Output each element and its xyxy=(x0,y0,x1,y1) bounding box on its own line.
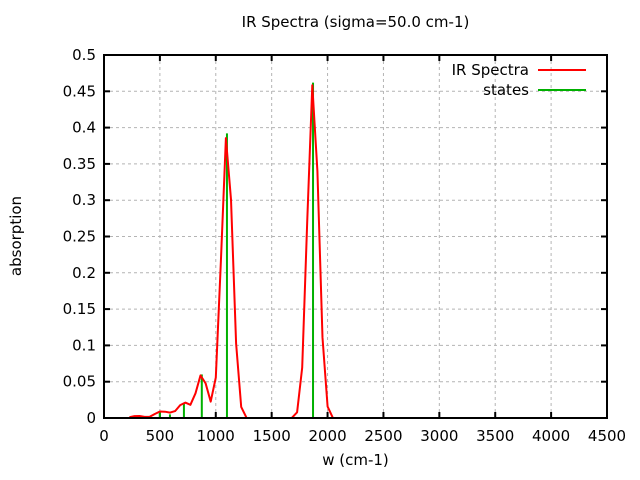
x-tick-label: 0 xyxy=(99,427,109,445)
y-tick-label: 0.1 xyxy=(72,336,96,354)
x-tick-label: 4000 xyxy=(532,427,570,445)
legend-entry-states: states xyxy=(483,80,586,100)
x-tick-label: 1000 xyxy=(197,427,235,445)
plot-border xyxy=(103,54,608,419)
legend-line-sample-green xyxy=(538,89,586,91)
x-tick-label: 1500 xyxy=(253,427,291,445)
x-tick-label: 500 xyxy=(146,427,175,445)
y-tick-label: 0.4 xyxy=(72,119,96,137)
y-tick-label: 0.5 xyxy=(72,46,96,64)
legend-label-ir-spectra: IR Spectra xyxy=(451,61,529,79)
legend-label-states: states xyxy=(483,81,529,99)
x-tick-label: 3000 xyxy=(420,427,458,445)
x-tick-label: 3500 xyxy=(476,427,514,445)
y-tick-label: 0.2 xyxy=(72,264,96,282)
y-tick-label: 0 xyxy=(86,409,96,427)
y-axis-label: absorption xyxy=(7,195,25,277)
chart-title: IR Spectra (sigma=50.0 cm-1) xyxy=(241,13,470,31)
x-axis-label: w (cm-1) xyxy=(322,451,389,469)
legend: IR Spectra states xyxy=(452,60,586,100)
x-tick-label: 4500 xyxy=(588,427,626,445)
ir-spectra-curve xyxy=(129,84,334,419)
x-tick-label: 2500 xyxy=(364,427,402,445)
y-tick-label: 0.35 xyxy=(63,155,96,173)
legend-line-sample-red xyxy=(538,69,586,71)
y-tick-label: 0.05 xyxy=(63,373,96,391)
x-tick-label: 2000 xyxy=(308,427,346,445)
y-tick-label: 0.3 xyxy=(72,191,96,209)
y-tick-label: 0.25 xyxy=(63,228,96,246)
y-tick-label: 0.45 xyxy=(63,82,96,100)
legend-entry-ir-spectra: IR Spectra xyxy=(452,60,586,80)
y-tick-label: 0.15 xyxy=(63,300,96,318)
